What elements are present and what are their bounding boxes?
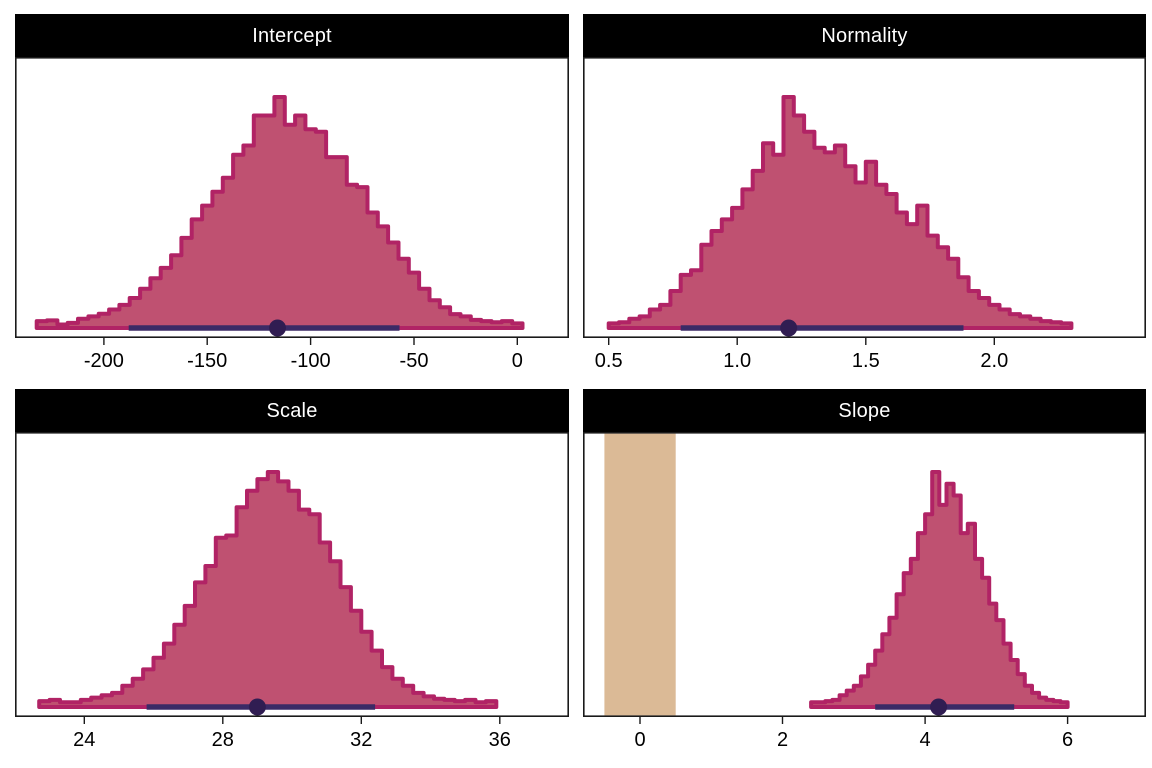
axis-tick-label: -200: [84, 350, 124, 372]
histogram-path: [37, 470, 499, 709]
median-point: [780, 319, 798, 337]
axis-tick-label: -150: [187, 350, 227, 372]
facet-title: Slope: [838, 399, 891, 422]
axis-tick-label: 0: [634, 729, 645, 751]
axis-tick-label: 24: [73, 729, 95, 751]
axis-tick-label: 0.5: [595, 350, 623, 372]
histogram-path: [809, 470, 1070, 709]
axis-tick-label: 36: [489, 729, 511, 751]
median-point: [269, 319, 286, 337]
axis-tick-label: 2.0: [980, 350, 1008, 372]
panel-border: [583, 57, 1146, 338]
median-point: [248, 698, 266, 716]
panel-normality: Normality 0.5 1.0 1.5 2.0: [583, 14, 1146, 382]
histogram-plot-scale: 24 28 32 36: [15, 432, 569, 751]
histogram-plot-intercept: -200 -150 -100 -50 0: [15, 57, 569, 372]
axis-tick-label: 4: [920, 729, 931, 751]
axis-tick-label: 6: [1062, 729, 1073, 751]
facet-strip-scale: Scale: [15, 389, 569, 432]
axis-tick-label: 1.0: [723, 350, 751, 372]
facet-strip-slope: Slope: [583, 389, 1146, 432]
axis-tick-label: 0: [512, 350, 523, 372]
histogram-path: [606, 95, 1074, 330]
axis-tick-label: -100: [291, 350, 331, 372]
facet-title: Scale: [266, 399, 318, 422]
histogram-plot-normality: 0.5 1.0 1.5 2.0: [583, 57, 1146, 372]
facet-title: Normality: [821, 24, 908, 47]
axis-tick-label: 2: [777, 729, 788, 751]
panel-scale: Scale 24 28 32 36: [15, 389, 569, 761]
axis-tick-label: 1.5: [852, 350, 880, 372]
panel-intercept: Intercept -200 -150 -100 -50 0: [15, 14, 569, 382]
axis-tick-label: -50: [400, 350, 429, 372]
panel-border: [583, 432, 1146, 717]
panel-border: [15, 432, 569, 717]
rope-band: [604, 433, 676, 716]
panel-border: [15, 57, 569, 338]
panel-slope: Slope 0 2 4 6: [583, 389, 1146, 761]
histogram-path: [34, 95, 525, 330]
facet-strip-intercept: Intercept: [15, 14, 569, 57]
facet-strip-normality: Normality: [583, 14, 1146, 57]
axis-tick-label: 28: [212, 729, 234, 751]
facet-title: Intercept: [252, 24, 332, 47]
histogram-plot-slope: 0 2 4 6: [583, 432, 1146, 751]
median-point: [930, 698, 948, 716]
axis-tick-label: 32: [350, 729, 372, 751]
